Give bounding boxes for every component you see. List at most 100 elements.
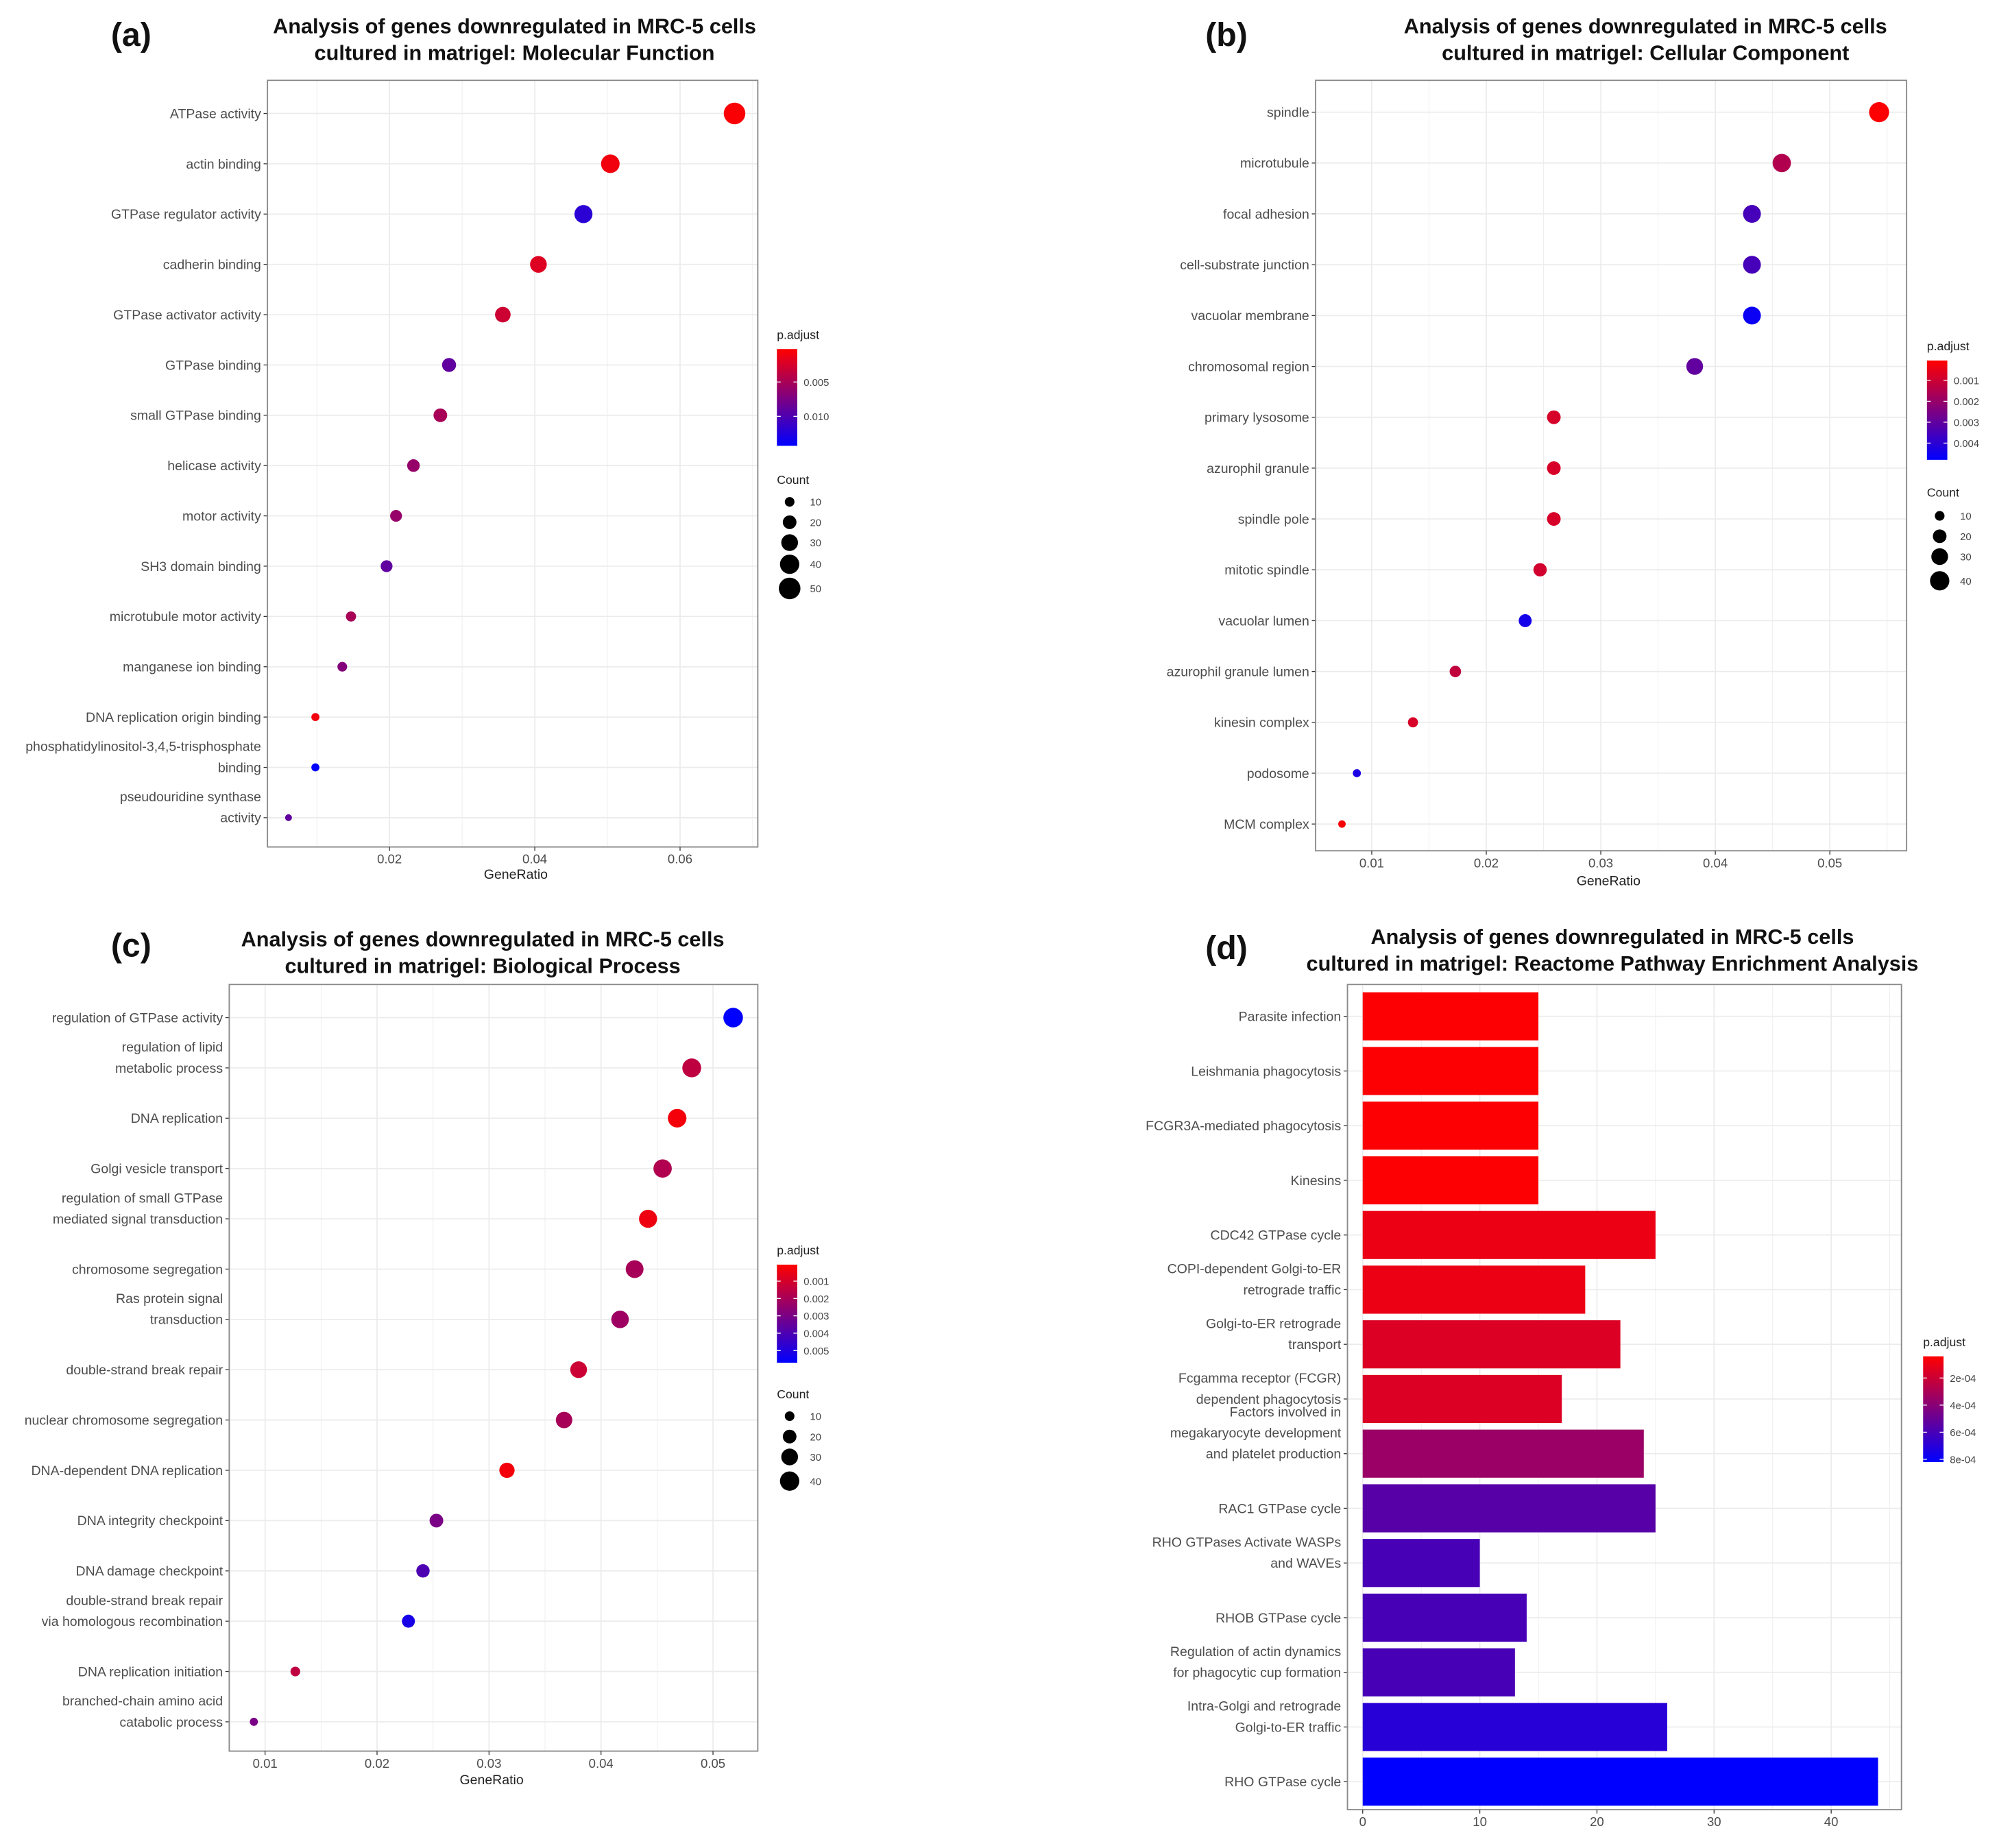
data-point[interactable] bbox=[1353, 769, 1361, 777]
y-tick-label: Factors involved in megakaryocyte develop… bbox=[1170, 1405, 1342, 1461]
data-point[interactable] bbox=[311, 763, 319, 772]
bar[interactable] bbox=[1362, 1593, 1527, 1642]
bar[interactable] bbox=[1362, 1102, 1539, 1150]
data-point[interactable] bbox=[1547, 461, 1561, 475]
bar[interactable] bbox=[1362, 1320, 1621, 1369]
bar[interactable] bbox=[1362, 1156, 1539, 1205]
data-point[interactable] bbox=[668, 1108, 687, 1128]
size-legend-label: 20 bbox=[1960, 532, 1972, 543]
data-point[interactable] bbox=[555, 1411, 572, 1428]
color-legend-label: 2e-04 bbox=[1950, 1374, 1976, 1385]
y-tick-label-line: CDC42 GTPase cycle bbox=[1211, 1228, 1342, 1243]
y-tick-label-line: Factors involved in bbox=[1230, 1405, 1342, 1420]
data-point[interactable] bbox=[285, 814, 292, 821]
panel-c: (c) Analysis of genes downregulated in MR… bbox=[25, 927, 830, 1788]
data-point[interactable] bbox=[416, 1564, 430, 1578]
color-legend: p.adjust 2e-04 4e-04 6e-04 8e-04 bbox=[1923, 1335, 1976, 1466]
data-point[interactable] bbox=[311, 713, 319, 722]
bar[interactable] bbox=[1362, 1758, 1878, 1806]
size-legend-label: 20 bbox=[810, 518, 822, 528]
bar[interactable] bbox=[1362, 1484, 1656, 1533]
y-tick-label-line: Golgi-to-ER retrograde bbox=[1206, 1316, 1341, 1331]
data-point[interactable] bbox=[407, 459, 420, 472]
data-point[interactable] bbox=[1449, 666, 1462, 677]
data-point[interactable] bbox=[402, 1614, 415, 1628]
data-point[interactable] bbox=[495, 306, 511, 323]
y-tick-label-line: double-strand break repair bbox=[66, 1363, 223, 1378]
bar[interactable] bbox=[1362, 1374, 1562, 1424]
data-point[interactable] bbox=[653, 1159, 672, 1178]
data-point[interactable] bbox=[601, 154, 620, 173]
bar[interactable] bbox=[1362, 992, 1539, 1041]
y-tick-label: Regulation of actin dynamics for phagocyt… bbox=[1170, 1644, 1342, 1681]
bar[interactable] bbox=[1362, 1265, 1586, 1314]
bar[interactable] bbox=[1362, 1648, 1515, 1697]
data-point[interactable] bbox=[1743, 256, 1761, 274]
data-point[interactable] bbox=[1407, 717, 1418, 728]
y-tick-label-line: nuclear chromosome segregation bbox=[25, 1413, 223, 1428]
plot-panel bbox=[1316, 80, 1907, 851]
color-legend-label: 0.004 bbox=[1954, 439, 1979, 450]
y-tick-label: ATPase activity bbox=[170, 106, 261, 121]
data-point[interactable] bbox=[1338, 820, 1346, 828]
data-point[interactable] bbox=[380, 560, 393, 572]
data-point[interactable] bbox=[1533, 563, 1547, 576]
data-point[interactable] bbox=[530, 256, 547, 273]
data-point[interactable] bbox=[1547, 512, 1561, 526]
y-tick-label-line: focal adhesion bbox=[1223, 207, 1309, 222]
data-point[interactable] bbox=[1686, 358, 1704, 375]
y-tick-label: branched-chain amino acid catabolic proce… bbox=[62, 1694, 223, 1730]
data-point[interactable] bbox=[611, 1311, 629, 1328]
data-point[interactable] bbox=[723, 102, 746, 125]
data-point[interactable] bbox=[290, 1666, 300, 1677]
data-point[interactable] bbox=[1869, 102, 1889, 123]
bar[interactable] bbox=[1362, 1703, 1667, 1751]
data-point[interactable] bbox=[723, 1008, 743, 1028]
bar[interactable] bbox=[1362, 1047, 1539, 1095]
y-tick-label-line: activity bbox=[220, 811, 261, 826]
data-point[interactable] bbox=[1772, 154, 1791, 173]
y-tick-label: focal adhesion bbox=[1223, 207, 1309, 222]
data-point[interactable] bbox=[570, 1361, 588, 1378]
size-legend-key bbox=[782, 1429, 797, 1444]
data-point[interactable] bbox=[1518, 613, 1532, 627]
y-tick-label: RHOB GTPase cycle bbox=[1215, 1611, 1341, 1626]
y-tick-label: DNA integrity checkpoint bbox=[77, 1513, 223, 1529]
size-legend-key bbox=[784, 1411, 795, 1422]
data-point[interactable] bbox=[639, 1209, 657, 1228]
size-legend-key bbox=[1933, 529, 1947, 544]
color-legend-title: p.adjust bbox=[1923, 1335, 1965, 1349]
bar[interactable] bbox=[1362, 1429, 1644, 1478]
data-point[interactable] bbox=[499, 1462, 515, 1479]
bar[interactable] bbox=[1362, 1539, 1480, 1588]
data-point[interactable] bbox=[429, 1513, 444, 1528]
x-tick-label: 0.02 bbox=[365, 1756, 389, 1771]
data-point[interactable] bbox=[337, 661, 348, 672]
data-point[interactable] bbox=[682, 1058, 701, 1078]
color-legend-label: 0.001 bbox=[803, 1277, 829, 1288]
y-tick-label: vacuolar membrane bbox=[1191, 308, 1309, 324]
y-tick-label: SH3 domain binding bbox=[141, 559, 261, 574]
data-point[interactable] bbox=[1547, 410, 1561, 424]
data-point[interactable] bbox=[433, 408, 448, 422]
data-point[interactable] bbox=[574, 205, 593, 223]
y-tick-label: mitotic spindle bbox=[1224, 563, 1309, 578]
color-bar bbox=[777, 349, 797, 446]
data-point[interactable] bbox=[625, 1260, 644, 1278]
y-tick-label-line: via homologous recombination bbox=[42, 1614, 223, 1629]
color-bar bbox=[1926, 360, 1948, 460]
data-point[interactable] bbox=[250, 1718, 258, 1726]
size-legend-label: 40 bbox=[1960, 576, 1972, 587]
bar[interactable] bbox=[1362, 1211, 1656, 1259]
data-point[interactable] bbox=[441, 358, 457, 372]
y-tick-label-line: branched-chain amino acid bbox=[62, 1694, 223, 1709]
size-legend-key bbox=[779, 1471, 799, 1491]
size-legend-label: 10 bbox=[1960, 511, 1972, 522]
data-point[interactable] bbox=[346, 611, 356, 622]
y-tick-label-line: megakaryocyte development bbox=[1170, 1426, 1342, 1441]
y-tick-label-line: regulation of lipid bbox=[122, 1040, 223, 1055]
data-point[interactable] bbox=[1743, 306, 1761, 325]
data-point[interactable] bbox=[1743, 205, 1761, 223]
data-point[interactable] bbox=[390, 509, 402, 522]
y-tick-label-line: Intra-Golgi and retrograde bbox=[1187, 1699, 1341, 1714]
